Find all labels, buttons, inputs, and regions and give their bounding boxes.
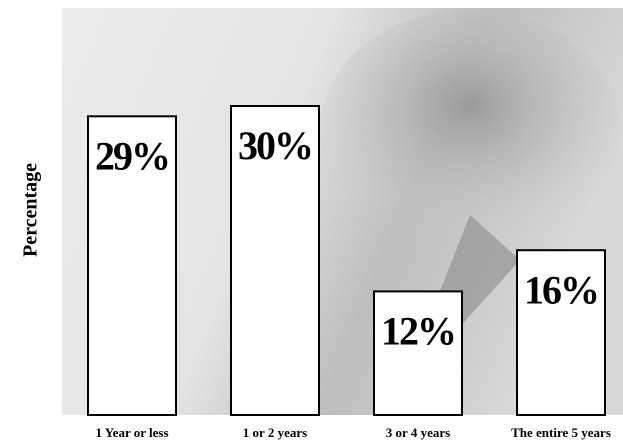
value-label: 12% [381, 309, 455, 354]
x-tick-label: 1 or 2 years [243, 425, 307, 440]
photo-hand [320, 10, 620, 250]
y-axis-label: Percentage [20, 163, 42, 257]
value-label: 29% [95, 133, 169, 178]
bar [230, 105, 320, 416]
bar [516, 249, 606, 416]
bar [87, 115, 177, 417]
x-tick-label: 1 Year or less [95, 425, 168, 440]
x-tick-label: 3 or 4 years [386, 425, 450, 440]
x-tick-label: The entire 5 years [511, 425, 611, 440]
value-label: 16% [524, 267, 598, 312]
bar [373, 290, 463, 416]
value-label: 30% [238, 123, 312, 168]
